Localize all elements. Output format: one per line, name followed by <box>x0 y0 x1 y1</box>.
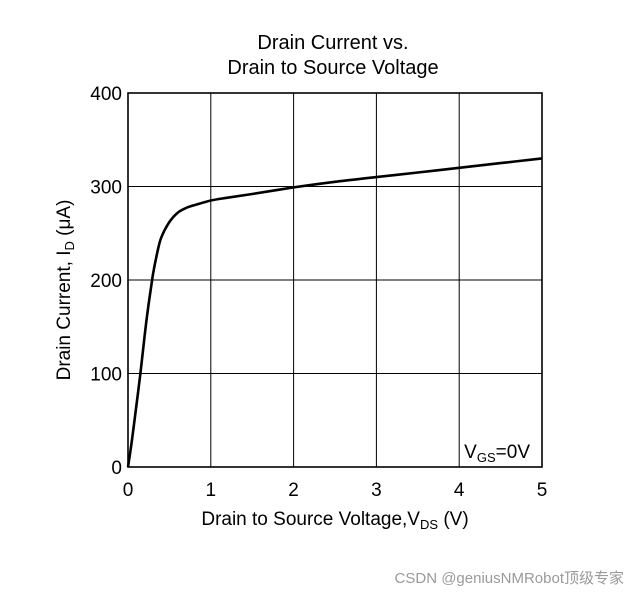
x-tick-label: 1 <box>206 480 217 501</box>
x-axis-label: Drain to Source Voltage,VDS (V) <box>201 509 468 532</box>
x-tick-label: 5 <box>537 480 548 501</box>
series-line <box>126 157 543 468</box>
x-tick-label: 2 <box>288 480 299 501</box>
y-tick-label: 200 <box>90 271 122 292</box>
y-tick-labels: 0 100 200 300 400 <box>90 84 122 479</box>
vgs-annotation: VGS=0V <box>464 442 530 465</box>
y-axis-label: Drain Current, ID (μA) <box>54 200 77 381</box>
plot-frame <box>127 92 543 468</box>
x-tick-label: 4 <box>454 480 465 501</box>
title-line: Drain Current vs. <box>257 32 408 54</box>
y-tick-label: 400 <box>90 84 122 105</box>
grid <box>128 93 542 467</box>
y-tick-label: 100 <box>90 365 122 386</box>
chart-title: Drain Current vs. Drain to Source Voltage <box>227 32 438 79</box>
x-tick-label: 3 <box>371 480 382 501</box>
y-tick-label: 0 <box>111 458 122 479</box>
x-tick-label: 0 <box>123 480 134 501</box>
watermark: CSDN @geniusNMRobot顶级专家 <box>395 570 624 587</box>
y-tick-label: 300 <box>90 178 122 199</box>
title-line: Drain to Source Voltage <box>227 57 438 79</box>
x-tick-labels: 0 1 2 3 4 5 <box>123 480 548 501</box>
